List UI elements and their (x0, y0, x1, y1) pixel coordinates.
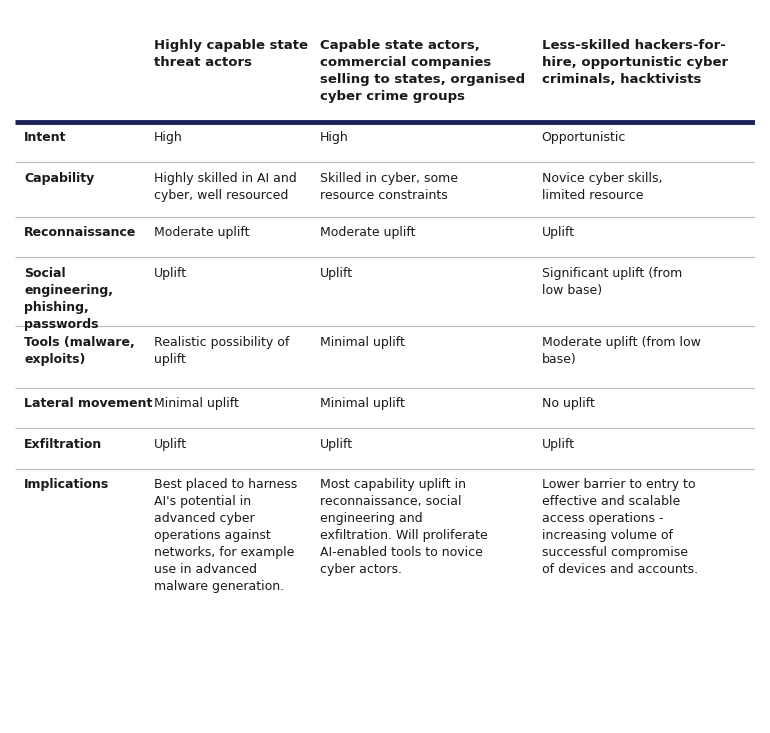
Text: Highly skilled in AI and
cyber, well resourced: Highly skilled in AI and cyber, well res… (154, 172, 296, 202)
Text: Moderate uplift: Moderate uplift (154, 226, 249, 240)
Text: Moderate uplift: Moderate uplift (320, 226, 416, 240)
Text: Less-skilled hackers-for-
hire, opportunistic cyber
criminals, hacktivists: Less-skilled hackers-for- hire, opportun… (542, 40, 728, 86)
Text: Skilled in cyber, some
resource constraints: Skilled in cyber, some resource constrai… (320, 172, 458, 202)
Text: High: High (154, 131, 182, 144)
Text: Reconnaissance: Reconnaissance (25, 226, 136, 240)
Text: Tools (malware,
exploits): Tools (malware, exploits) (25, 336, 135, 366)
Text: Realistic possibility of
uplift: Realistic possibility of uplift (154, 336, 289, 366)
Text: Minimal uplift: Minimal uplift (154, 397, 239, 410)
Text: Lower barrier to entry to
effective and scalable
access operations -
increasing : Lower barrier to entry to effective and … (542, 478, 698, 575)
Text: Uplift: Uplift (154, 438, 187, 451)
Text: Uplift: Uplift (542, 226, 575, 240)
Text: Minimal uplift: Minimal uplift (320, 397, 405, 410)
Text: Exfiltration: Exfiltration (25, 438, 102, 451)
Text: Implications: Implications (25, 478, 109, 490)
Text: High: High (320, 131, 349, 144)
Text: Moderate uplift (from low
base): Moderate uplift (from low base) (542, 336, 701, 366)
Text: Lateral movement: Lateral movement (25, 397, 152, 410)
Text: Novice cyber skills,
limited resource: Novice cyber skills, limited resource (542, 172, 662, 202)
Text: No uplift: No uplift (542, 397, 594, 410)
Text: Highly capable state
threat actors: Highly capable state threat actors (154, 40, 308, 70)
Text: Significant uplift (from
low base): Significant uplift (from low base) (542, 267, 682, 297)
Text: Best placed to harness
AI's potential in
advanced cyber
operations against
netwo: Best placed to harness AI's potential in… (154, 478, 297, 593)
Text: Uplift: Uplift (154, 267, 187, 279)
Text: Intent: Intent (25, 131, 67, 144)
Text: Uplift: Uplift (320, 438, 353, 451)
Text: Minimal uplift: Minimal uplift (320, 336, 405, 348)
Text: Capable state actors,
commercial companies
selling to states, organised
cyber cr: Capable state actors, commercial compani… (320, 40, 525, 103)
Text: Most capability uplift in
reconnaissance, social
engineering and
exfiltration. W: Most capability uplift in reconnaissance… (320, 478, 487, 575)
Text: Capability: Capability (25, 172, 95, 185)
Text: Uplift: Uplift (320, 267, 353, 279)
Text: Uplift: Uplift (542, 438, 575, 451)
Text: Opportunistic: Opportunistic (542, 131, 626, 144)
Text: Social
engineering,
phishing,
passwords: Social engineering, phishing, passwords (25, 267, 113, 331)
